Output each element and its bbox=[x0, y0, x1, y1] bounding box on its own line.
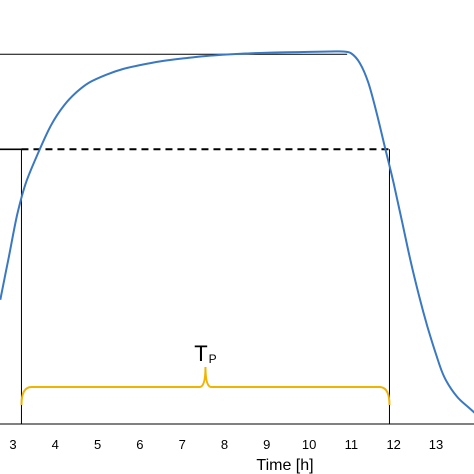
x-tick-label: 7 bbox=[179, 437, 186, 452]
x-tick-label: 12 bbox=[386, 437, 400, 452]
series-group bbox=[0, 50, 474, 414]
x-tick-label: 6 bbox=[136, 437, 143, 452]
x-tick-label: 5 bbox=[94, 437, 101, 452]
x-tick-label: 9 bbox=[263, 437, 270, 452]
x-tick-labels: 3 4 5 6 7 8 9 10 11 12 13 bbox=[9, 437, 443, 452]
tp-annotation-subscript: P bbox=[209, 352, 217, 366]
reference-lines bbox=[0, 53, 390, 424]
x-tick-label: 4 bbox=[52, 437, 59, 452]
tp-brace bbox=[20, 366, 391, 406]
brace-path bbox=[20, 366, 391, 406]
x-tick-label: 13 bbox=[429, 437, 443, 452]
x-tick-label: 3 bbox=[9, 437, 16, 452]
tp-annotation-main: T bbox=[194, 341, 207, 366]
x-tick-label: 11 bbox=[345, 437, 359, 452]
tp-annotation: TP bbox=[194, 341, 216, 366]
x-axis-title: Time [h] bbox=[256, 457, 313, 474]
x-tick-label: 8 bbox=[221, 437, 228, 452]
x-tick-label: 10 bbox=[302, 437, 316, 452]
series-line-0 bbox=[0, 50, 474, 414]
